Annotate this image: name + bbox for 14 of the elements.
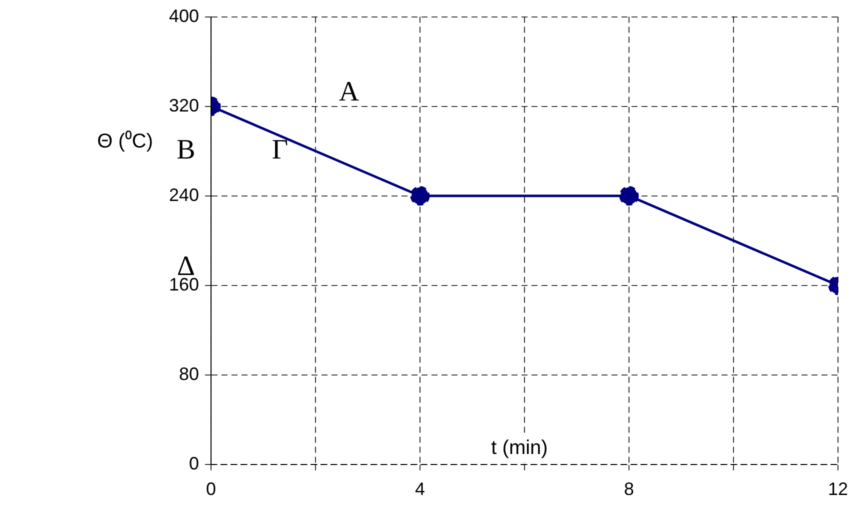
y-tick-label: 320 <box>168 95 200 116</box>
annotation: A <box>338 76 360 108</box>
text: B <box>176 134 196 166</box>
x-tick-label: 4 <box>415 479 426 500</box>
y-tick-label: 0 <box>189 453 200 474</box>
y-axis-title: Θ (⁰C) <box>97 129 154 152</box>
x-axis-title: t (min) <box>491 436 548 459</box>
y-tick-label: 240 <box>168 184 200 205</box>
x-tick-label: 0 <box>206 479 216 500</box>
y-tick-label: 80 <box>179 364 200 384</box>
x-tick-label: 12 <box>828 479 848 500</box>
x-tick-label: 8 <box>624 479 634 500</box>
annotation: Γ <box>272 134 288 166</box>
y-tick-label: 400 <box>168 6 200 26</box>
